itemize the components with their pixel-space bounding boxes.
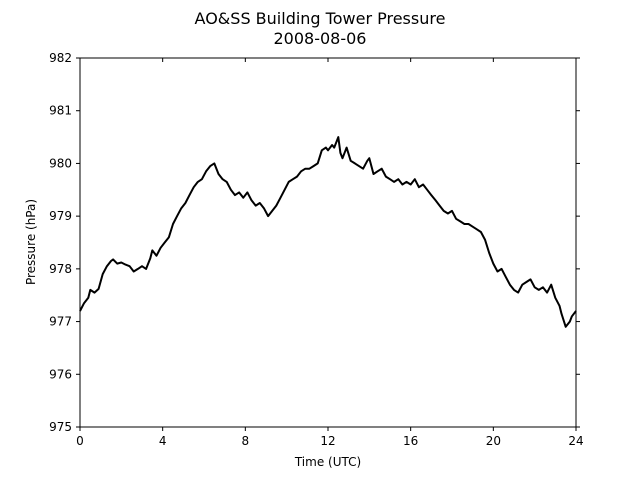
y-tick-label-0: 975 [49,420,72,434]
series-line-0 [79,136,577,328]
y-tick-label-7: 982 [49,51,72,65]
x-tick-label-0: 0 [76,434,84,448]
y-tick-label-1: 976 [49,367,72,381]
chart-title: AO&SS Building Tower Pressure [195,9,446,28]
x-tick-label-3: 12 [320,434,335,448]
x-tick-label-5: 20 [486,434,501,448]
plot-area: 0 4 8 12 16 20 24 975 976 977 978 979 980 981 982 [49,51,584,448]
x-tick-label-4: 16 [403,434,418,448]
x-tick-label-2: 8 [242,434,250,448]
chart-subtitle: 2008-08-06 [274,29,367,48]
x-tick-label-1: 4 [159,434,167,448]
y-tick-label-3: 978 [49,262,72,276]
y-tick-label-4: 979 [49,209,72,223]
x-tick-label-6: 24 [568,434,583,448]
y-tick-label-5: 980 [49,156,72,170]
x-axis-label: Time (UTC) [294,455,361,469]
y-tick-label-2: 977 [49,315,72,329]
y-tick-label-6: 981 [49,104,72,118]
plot-frame [79,57,577,428]
y-axis-label: Pressure (hPa) [24,199,38,285]
